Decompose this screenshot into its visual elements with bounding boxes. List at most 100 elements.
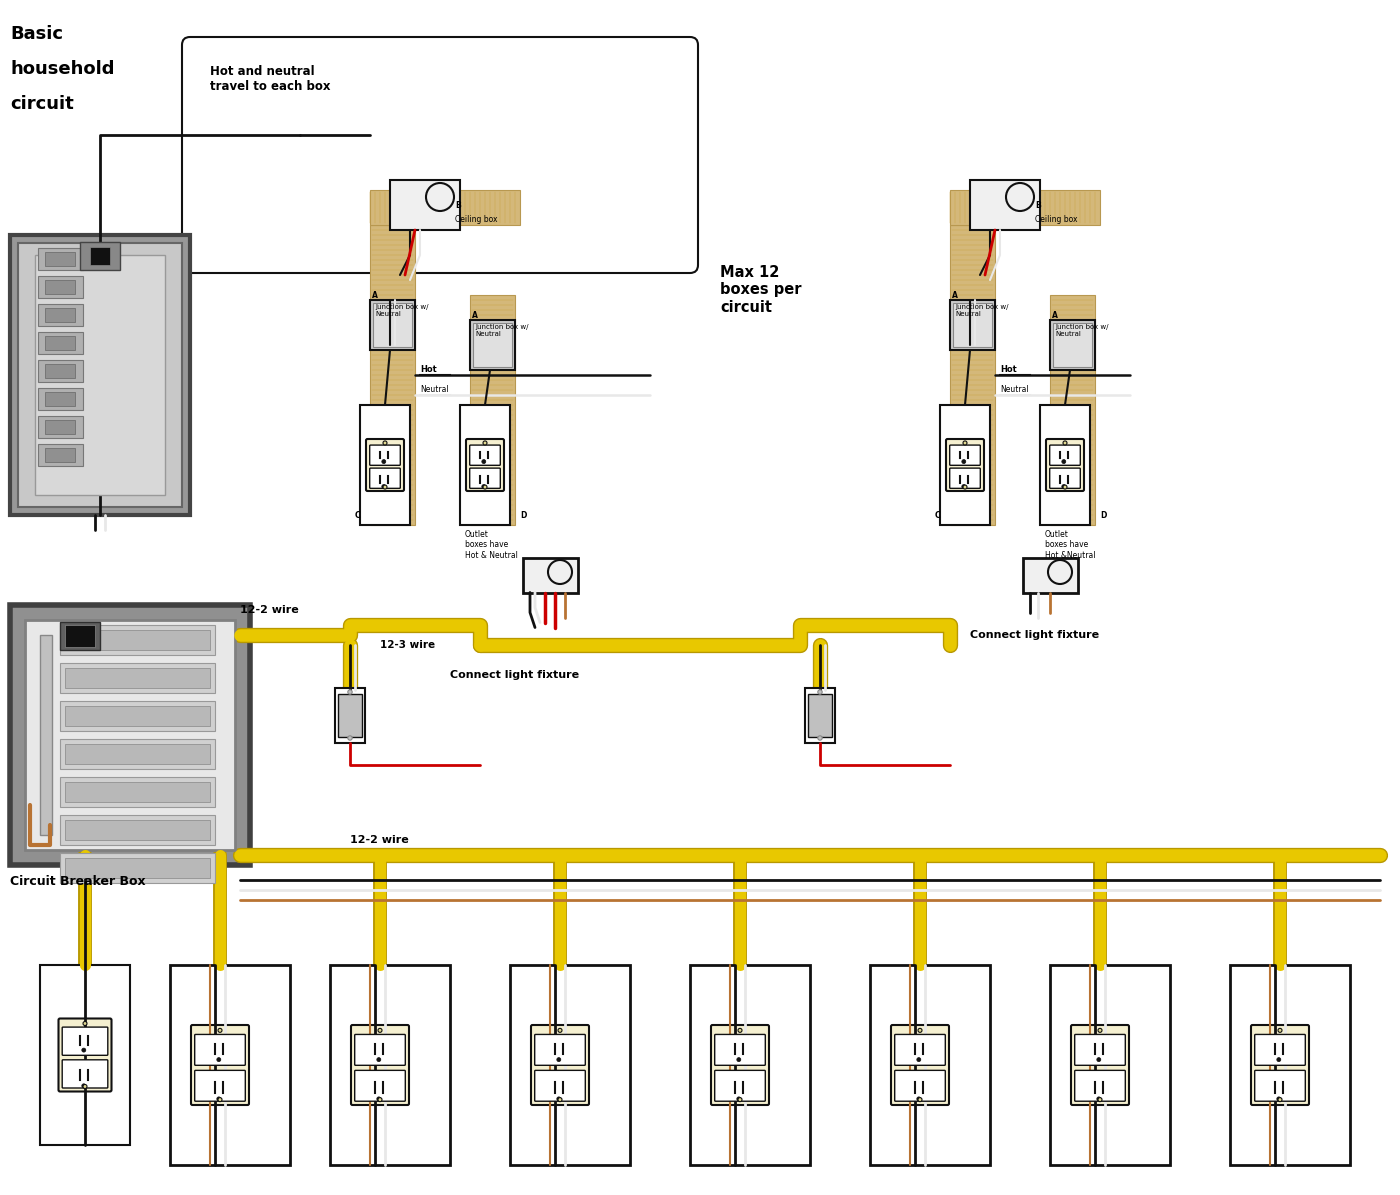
Text: D: D xyxy=(1100,510,1106,520)
Bar xyxy=(60,701,216,731)
Circle shape xyxy=(962,484,966,489)
Bar xyxy=(60,663,216,693)
Bar xyxy=(60,625,216,655)
Bar xyxy=(805,687,834,742)
Bar xyxy=(60,853,216,883)
Text: Neutral: Neutral xyxy=(1000,386,1029,394)
FancyBboxPatch shape xyxy=(949,468,980,489)
Bar xyxy=(41,635,52,835)
Bar xyxy=(470,295,515,525)
Text: C: C xyxy=(356,510,361,520)
Bar xyxy=(64,668,210,688)
Circle shape xyxy=(1277,1058,1281,1061)
Circle shape xyxy=(1049,560,1072,584)
Circle shape xyxy=(347,736,353,740)
Circle shape xyxy=(738,1098,742,1102)
Bar xyxy=(169,966,290,1165)
Bar xyxy=(951,190,1100,225)
Circle shape xyxy=(382,484,386,489)
Bar xyxy=(1050,295,1095,525)
FancyBboxPatch shape xyxy=(531,1025,589,1105)
Bar xyxy=(38,360,83,382)
Text: 12-2 wire: 12-2 wire xyxy=(350,835,409,845)
Circle shape xyxy=(483,485,487,489)
Circle shape xyxy=(1063,441,1067,445)
Text: A: A xyxy=(952,290,958,300)
FancyBboxPatch shape xyxy=(370,445,400,465)
Circle shape xyxy=(559,1029,561,1032)
FancyBboxPatch shape xyxy=(1252,1025,1309,1105)
Text: Outlet
boxes have
Hot & Neutral: Outlet boxes have Hot & Neutral xyxy=(465,531,518,559)
Text: Hot: Hot xyxy=(420,366,437,374)
Circle shape xyxy=(736,1058,741,1061)
Circle shape xyxy=(1061,460,1065,464)
FancyBboxPatch shape xyxy=(946,439,984,491)
Circle shape xyxy=(557,1058,561,1061)
Bar xyxy=(64,744,210,764)
Circle shape xyxy=(1096,1097,1100,1101)
FancyBboxPatch shape xyxy=(535,1071,585,1102)
Bar xyxy=(808,693,832,736)
Circle shape xyxy=(738,1029,742,1032)
Bar xyxy=(45,308,76,321)
Bar xyxy=(951,300,995,350)
Text: Circuit Breaker Box: Circuit Breaker Box xyxy=(10,875,146,888)
Bar xyxy=(38,388,83,410)
Bar xyxy=(372,304,412,347)
Bar xyxy=(64,630,210,650)
Circle shape xyxy=(218,1029,223,1032)
Bar xyxy=(38,304,83,326)
Circle shape xyxy=(736,1097,741,1101)
FancyBboxPatch shape xyxy=(895,1071,945,1102)
Text: A: A xyxy=(472,311,477,319)
FancyBboxPatch shape xyxy=(715,1035,766,1065)
Text: B: B xyxy=(455,201,461,209)
Bar xyxy=(64,820,210,840)
Bar xyxy=(470,320,515,370)
Bar xyxy=(90,247,111,265)
Circle shape xyxy=(482,460,486,464)
Circle shape xyxy=(1277,1097,1281,1101)
FancyBboxPatch shape xyxy=(62,1027,108,1055)
Text: A: A xyxy=(372,290,378,300)
Text: 12-3 wire: 12-3 wire xyxy=(379,641,435,650)
Circle shape xyxy=(378,1029,382,1032)
Bar xyxy=(38,445,83,466)
Bar xyxy=(953,304,993,347)
Bar xyxy=(38,276,83,298)
FancyBboxPatch shape xyxy=(190,1025,249,1105)
FancyBboxPatch shape xyxy=(469,468,500,489)
Bar xyxy=(38,249,83,270)
Circle shape xyxy=(382,460,386,464)
FancyBboxPatch shape xyxy=(715,1071,766,1102)
Circle shape xyxy=(557,1097,561,1101)
Bar xyxy=(60,815,216,845)
Circle shape xyxy=(918,1098,923,1102)
Bar xyxy=(337,693,363,736)
FancyBboxPatch shape xyxy=(1075,1071,1126,1102)
Bar xyxy=(45,448,76,462)
FancyBboxPatch shape xyxy=(1050,445,1081,465)
Text: Junction box w/
Neutral: Junction box w/ Neutral xyxy=(475,324,529,337)
Circle shape xyxy=(547,560,573,584)
Circle shape xyxy=(81,1084,85,1087)
Circle shape xyxy=(83,1022,87,1025)
Circle shape xyxy=(83,1085,87,1089)
Bar xyxy=(64,706,210,727)
Text: Junction box w/
Neutral: Junction box w/ Neutral xyxy=(955,304,1008,317)
Bar xyxy=(330,966,449,1165)
Text: Hot and neutral
travel to each box: Hot and neutral travel to each box xyxy=(210,65,330,93)
Circle shape xyxy=(962,460,966,464)
Text: Max 12
boxes per
circuit: Max 12 boxes per circuit xyxy=(720,265,801,314)
Circle shape xyxy=(384,441,386,445)
Text: Junction box w/
Neutral: Junction box w/ Neutral xyxy=(1056,324,1109,337)
Bar xyxy=(45,364,76,378)
Text: Ceiling box: Ceiling box xyxy=(455,215,497,225)
Circle shape xyxy=(917,1058,921,1061)
FancyBboxPatch shape xyxy=(370,468,400,489)
Text: Junction box w/
Neutral: Junction box w/ Neutral xyxy=(375,304,428,317)
Circle shape xyxy=(217,1097,221,1101)
Circle shape xyxy=(482,484,486,489)
Circle shape xyxy=(963,441,967,445)
Bar xyxy=(335,687,365,742)
